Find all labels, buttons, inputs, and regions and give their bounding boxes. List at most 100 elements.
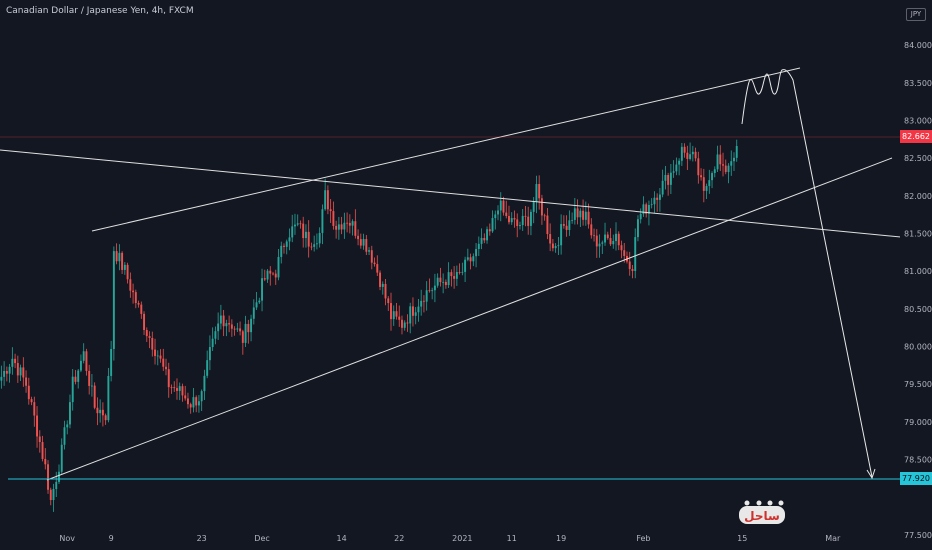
candle-body <box>255 302 258 308</box>
candle-body <box>302 223 305 239</box>
price-axis[interactable]: 84.000 83.500 83.000 82.500 82.000 81.500 81.0… <box>900 0 932 550</box>
candle-body <box>716 154 719 170</box>
candle-body <box>195 397 198 406</box>
logo-dots <box>744 500 784 506</box>
price-tick-label: 78.500 <box>904 456 932 465</box>
candle-body <box>208 347 211 361</box>
candle-body <box>90 385 93 387</box>
upper-trendline[interactable] <box>91 67 801 232</box>
candle-body <box>55 481 58 489</box>
candle-body <box>370 250 373 263</box>
candle-body <box>453 276 456 279</box>
symbol-title: Canadian Dollar / Japanese Yen, 4h, FXCM <box>6 6 194 16</box>
projection-path[interactable] <box>741 69 873 478</box>
candle-body <box>527 216 530 226</box>
candle-body <box>63 427 66 445</box>
time-axis[interactable]: Nov 9 23 Dec 14 22 2021 11 19 Feb 15 Mar <box>59 534 841 543</box>
candle-body <box>337 224 340 230</box>
time-tick-label: 11 <box>507 534 517 543</box>
candle-body <box>71 376 74 403</box>
candle-body <box>283 245 285 247</box>
logo-badge <box>739 506 785 524</box>
lower-trendline[interactable] <box>46 157 893 481</box>
candle-body <box>549 234 552 244</box>
candle-body <box>250 318 253 333</box>
candle-body <box>173 387 176 389</box>
price-axis-background <box>900 0 932 550</box>
candle-body <box>176 388 178 391</box>
candle-body <box>455 272 458 279</box>
price-tick-label: 80.500 <box>904 305 932 314</box>
candle-body <box>735 146 738 158</box>
candle-body <box>58 471 60 482</box>
candle-body <box>425 290 428 302</box>
candle-body <box>683 146 686 153</box>
logo-watermark: ساحل <box>739 500 785 524</box>
candle-body <box>461 271 464 273</box>
currency-badge: JPY <box>906 8 926 21</box>
candle-body <box>464 259 467 272</box>
candle-body <box>170 387 173 388</box>
candle-body <box>617 233 620 246</box>
drawings[interactable] <box>0 67 932 481</box>
candle-body <box>30 399 33 403</box>
price-tick-label: 79.500 <box>904 380 932 389</box>
candle-body <box>313 244 316 247</box>
time-tick-label: Mar <box>825 534 841 543</box>
candle-body <box>359 239 362 246</box>
candle-body <box>587 211 590 225</box>
price-tick-label: 80.000 <box>904 343 932 352</box>
candle-body <box>499 200 502 211</box>
candle-body <box>307 231 310 247</box>
candle-body <box>697 158 700 176</box>
candle-body <box>540 198 543 216</box>
candle-body <box>398 316 401 320</box>
candle-body <box>483 237 486 241</box>
candle-body <box>444 281 447 286</box>
logo-text: ساحل <box>744 509 780 523</box>
candle-body <box>417 306 420 313</box>
candle-body <box>576 208 579 218</box>
candle-body <box>241 331 244 343</box>
candle-body <box>529 211 532 226</box>
candle-body <box>25 377 28 386</box>
candle-body <box>494 214 497 219</box>
candle-body <box>420 300 423 307</box>
candle-body <box>99 409 102 414</box>
candle-body <box>178 386 181 391</box>
candle-body <box>376 264 379 273</box>
candle-body <box>551 243 554 249</box>
candle-body <box>8 366 11 374</box>
candle-body <box>101 409 104 416</box>
candle-body <box>151 337 154 350</box>
candle-body <box>675 164 678 172</box>
candle-body <box>165 366 167 370</box>
candle-body <box>667 175 670 185</box>
descending-trendline[interactable] <box>0 149 932 241</box>
candle-body <box>513 218 516 220</box>
candle-body <box>543 215 546 217</box>
candle-body <box>653 197 656 205</box>
candle-body <box>442 281 445 283</box>
candle-body <box>390 303 392 320</box>
candle-body <box>730 161 733 166</box>
candle-body <box>3 370 6 377</box>
candle-body <box>357 235 360 240</box>
candle-body <box>230 324 233 329</box>
candle-body <box>431 290 434 292</box>
candle-body <box>181 386 184 396</box>
candle-body <box>354 221 357 236</box>
price-tick-label: 82.000 <box>904 192 932 201</box>
candle-body <box>604 234 606 243</box>
candle-body <box>137 302 140 305</box>
candle-body <box>428 290 431 292</box>
candle-body <box>129 279 132 291</box>
candle-body <box>5 370 8 374</box>
time-tick-label: 22 <box>394 534 404 543</box>
candle-body <box>296 223 299 225</box>
candle-body <box>261 278 264 301</box>
price-tick-label: 79.000 <box>904 418 932 427</box>
candle-body <box>593 235 596 237</box>
